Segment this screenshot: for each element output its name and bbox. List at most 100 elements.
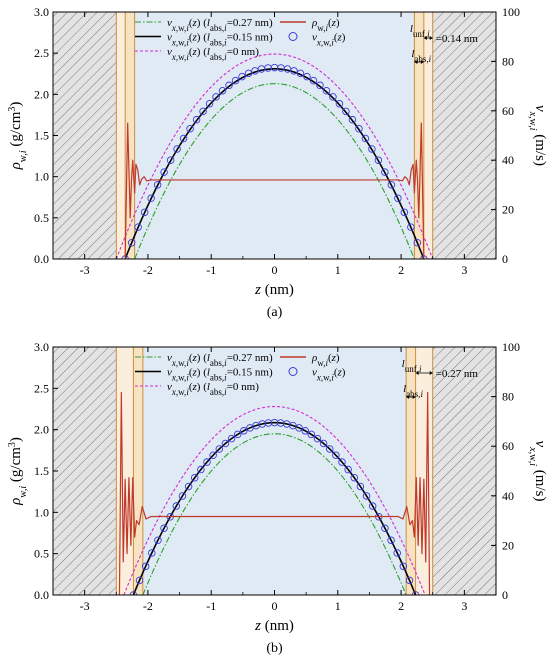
x-tick-label: 0 — [272, 263, 278, 277]
unf-layer-left — [116, 12, 126, 259]
data-point — [307, 430, 316, 439]
data-point — [178, 492, 187, 500]
abs-layer-right — [414, 12, 424, 259]
legend-label: vx,w,i(z) (labs,i=0.27 nm) — [167, 17, 273, 33]
fluid-core-region — [142, 347, 407, 595]
y-tick-label-left: 3.0 — [34, 5, 49, 19]
y-tick-label-right: 80 — [502, 54, 514, 68]
data-point — [322, 86, 331, 95]
data-point — [172, 502, 181, 510]
y-tick-label-left: 1.5 — [34, 464, 49, 478]
data-point — [399, 562, 408, 571]
data-point — [205, 100, 214, 108]
data-point — [393, 549, 401, 557]
data-point — [290, 67, 298, 75]
data-point — [362, 492, 371, 500]
data-point — [192, 115, 201, 124]
y-tick-label-left: 0.0 — [34, 252, 49, 266]
y-tick-label-left: 1.0 — [34, 505, 49, 519]
unf-layer-left — [116, 347, 134, 595]
y-tick-label-right: 60 — [502, 104, 514, 118]
unf-label: lunf,i — [402, 358, 422, 374]
density-line — [118, 391, 431, 595]
unf-layer-right — [423, 12, 433, 259]
x-tick-label: -2 — [143, 599, 153, 613]
data-point — [356, 482, 365, 491]
x-tick-label: -3 — [80, 263, 90, 277]
legend-label: vx,w,i(z) (labs,i=0.15 nm) — [167, 367, 273, 383]
unf-layer-right — [415, 347, 433, 595]
data-point — [227, 434, 236, 443]
data-point — [335, 100, 344, 108]
legend-label: vx,w,i(z) (labs,i=0.27 nm) — [167, 352, 273, 368]
x-tick-label: 1 — [335, 263, 341, 277]
data-point — [368, 145, 376, 153]
data-point — [148, 549, 156, 557]
x-axis-label: z (nm) — [254, 618, 294, 634]
data-point — [186, 124, 194, 133]
wall-right — [432, 347, 496, 595]
data-point — [296, 69, 305, 78]
x-tick-label: 0 — [272, 599, 278, 613]
fluid-core-region — [134, 12, 415, 259]
y-tick-label-left: 2.5 — [34, 381, 49, 395]
data-point — [411, 591, 420, 595]
abs-arrowhead — [412, 395, 416, 399]
data-point — [381, 168, 389, 176]
data-point — [203, 458, 211, 466]
panel-label: (b) — [266, 641, 283, 656]
abs-layer-left — [125, 12, 135, 259]
wall-right — [432, 12, 496, 259]
x-tick-label: 3 — [461, 263, 467, 277]
density-line — [124, 122, 425, 259]
legend-label: vx,w,i(z) (labs,i=0 nm) — [167, 381, 259, 397]
data-point — [368, 502, 377, 510]
data-point — [140, 208, 149, 217]
data-point — [394, 194, 402, 202]
data-point — [190, 473, 199, 482]
data-point — [348, 115, 357, 124]
data-point — [197, 465, 205, 474]
unf-arrowhead — [429, 36, 433, 40]
data-point — [350, 473, 359, 482]
y-tick-label-right: 60 — [502, 439, 514, 453]
abs-arrowhead — [414, 60, 418, 64]
data-point — [135, 576, 144, 585]
y-tick-label-left: 1.0 — [34, 170, 49, 184]
abs-layer-left — [133, 347, 143, 595]
series-line — [132, 421, 417, 595]
data-point — [355, 124, 363, 133]
data-point — [344, 465, 352, 474]
abs-label: labs,i — [411, 48, 431, 64]
legend-swatch — [288, 367, 298, 376]
unf-value: =0.14 nm — [436, 33, 479, 45]
data-point — [309, 76, 318, 85]
data-point — [338, 458, 346, 466]
data-point — [212, 93, 220, 101]
y-axis-label-left: ρw,i (g/cm3) — [7, 102, 29, 171]
abs-arrowhead — [420, 60, 424, 64]
data-point — [301, 427, 309, 435]
x-tick-label: 2 — [398, 263, 404, 277]
abs-arrowhead — [406, 395, 410, 399]
chart-panel-b: -3 -2 -1 0 1 2 3 0.0 0.5 1.0 1.5 2.0 2.5 3.0 0 20 40 60 80… — [7, 340, 549, 656]
data-point — [407, 223, 415, 231]
y-tick-label-left: 2.0 — [34, 423, 49, 437]
data-point — [129, 591, 138, 595]
y-tick-label-right: 20 — [502, 203, 514, 217]
data-point — [127, 238, 136, 247]
unf-value: =0.27 nm — [436, 368, 479, 380]
data-point — [166, 156, 175, 164]
series-line — [142, 433, 407, 595]
data-point — [215, 445, 224, 453]
data-point — [231, 76, 240, 85]
unf-arrowhead — [415, 371, 419, 375]
y-tick-label-left: 0.5 — [34, 211, 49, 225]
y-tick-label-right: 0 — [502, 588, 508, 602]
y-tick-label-right: 40 — [502, 153, 514, 167]
y-tick-label-right: 100 — [502, 340, 520, 354]
data-point — [238, 72, 246, 81]
chart-panel-a: -3 -2 -1 0 1 2 3 0.0 0.5 1.0 1.5 2.0 2.5 3.0 0 20 40 60 80… — [7, 5, 549, 320]
data-point — [199, 107, 207, 116]
wall-left — [53, 347, 117, 595]
